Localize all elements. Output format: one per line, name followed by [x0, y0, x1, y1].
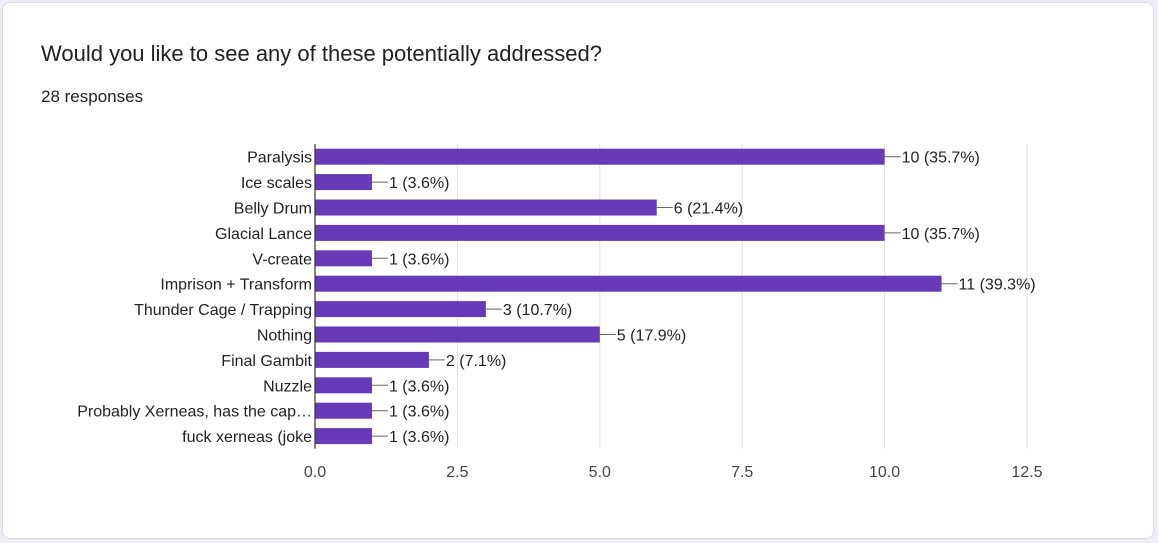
bar — [315, 199, 657, 216]
data-label: 11 (39.3%) — [959, 277, 1036, 294]
x-tick-label: 10.0 — [869, 464, 900, 481]
bar — [315, 428, 372, 445]
x-tick-label: 2.5 — [446, 464, 468, 481]
x-tick-label: 5.0 — [589, 464, 611, 481]
data-label: 1 (3.6%) — [389, 251, 449, 268]
category-label: Belly Drum — [234, 201, 312, 218]
category-label: fuck xerneas (joke — [182, 429, 312, 446]
bar — [315, 377, 372, 394]
category-label: Nothing — [257, 328, 312, 345]
bar — [315, 250, 372, 267]
data-label: 1 (3.6%) — [389, 404, 449, 421]
category-label: Ice scales — [241, 175, 312, 192]
category-label: Paralysis — [247, 150, 312, 167]
data-label: 1 (3.6%) — [389, 378, 449, 395]
bar — [315, 326, 600, 343]
bar — [315, 275, 942, 292]
data-label: 5 (17.9%) — [617, 328, 686, 345]
data-label: 10 (35.7%) — [902, 150, 980, 167]
data-label: 10 (35.7%) — [902, 226, 980, 243]
data-label: 3 (10.7%) — [503, 302, 572, 319]
x-tick-label: 7.5 — [731, 464, 753, 481]
category-label: Probably Xerneas, has the cap… — [77, 404, 312, 421]
response-count: 28 responses — [41, 87, 144, 106]
category-label: Imprison + Transform — [160, 277, 312, 294]
data-label: 2 (7.1%) — [446, 353, 506, 370]
bar — [315, 148, 885, 165]
category-label: Glacial Lance — [215, 226, 312, 243]
category-label: Final Gambit — [221, 353, 312, 370]
x-tick-label: 12.5 — [1011, 464, 1042, 481]
question-title: Would you like to see any of these poten… — [41, 41, 602, 66]
bar — [315, 402, 372, 419]
bar — [315, 224, 885, 241]
category-label: Nuzzle — [263, 378, 312, 395]
bar — [315, 351, 429, 368]
category-label: Thunder Cage / Trapping — [134, 302, 312, 319]
x-tick-label: 0.0 — [304, 464, 326, 481]
data-label: 1 (3.6%) — [389, 175, 449, 192]
data-label: 1 (3.6%) — [389, 429, 449, 446]
bar — [315, 301, 486, 318]
category-label: V-create — [252, 251, 312, 268]
bar — [315, 174, 372, 191]
data-label: 6 (21.4%) — [674, 201, 743, 218]
